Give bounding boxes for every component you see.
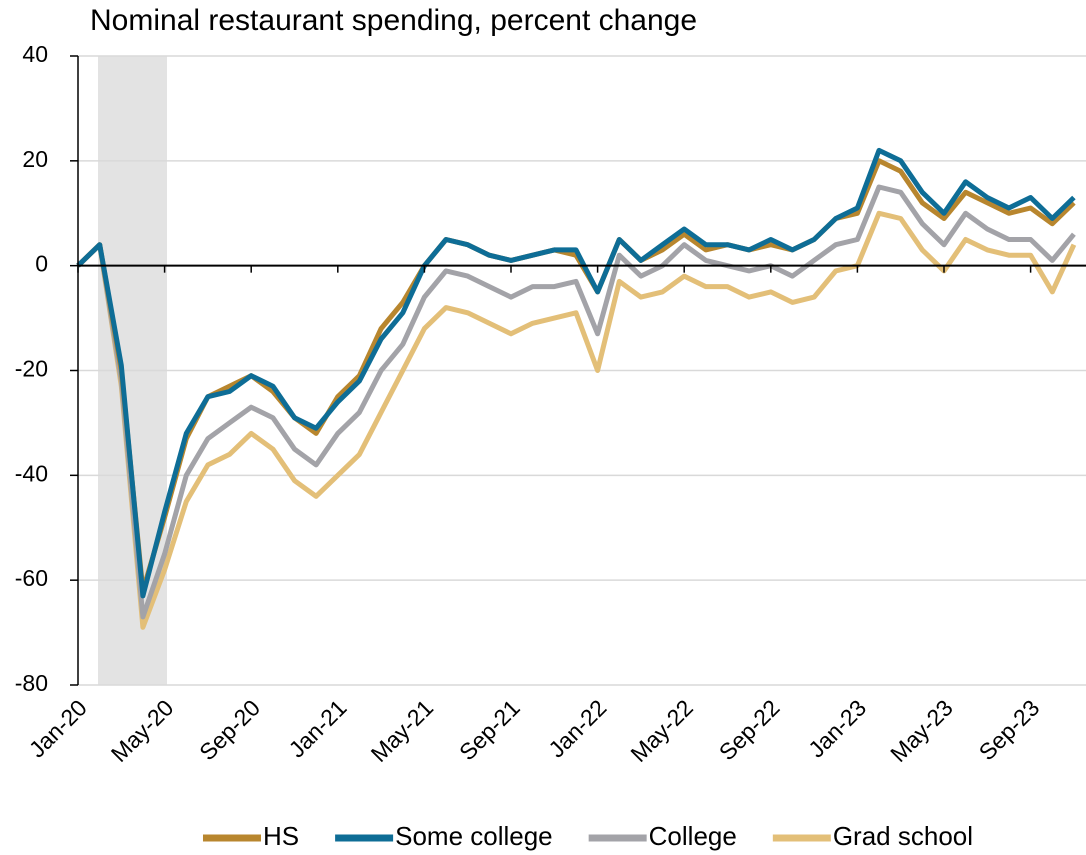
x-tick-label: Sep-20 (194, 694, 265, 765)
legend-label: Grad school (833, 821, 973, 851)
series-line (76, 210, 1077, 630)
legend-label: HS (263, 821, 299, 851)
legend-item: College (588, 821, 737, 851)
x-tick-label: Jan-20 (24, 694, 92, 762)
legend-item: Grad school (772, 821, 973, 851)
x-tick-label: May-20 (106, 694, 179, 767)
y-tick-label: -40 (15, 460, 48, 486)
x-tick-label: Sep-21 (454, 694, 525, 765)
y-tick-label: -60 (15, 565, 48, 591)
x-tick-label: May-23 (885, 694, 958, 767)
legend-item: HS (202, 821, 299, 851)
series-line (76, 184, 1076, 620)
x-tick-label: Jan-21 (284, 694, 352, 762)
chart-title: Nominal restaurant spending, percent cha… (90, 4, 697, 37)
x-tick-label: May-22 (625, 694, 698, 767)
legend-label: College (649, 821, 737, 851)
x-tick-label: Sep-23 (974, 694, 1045, 765)
lines (76, 147, 1077, 630)
x-tick-label: Jan-22 (543, 694, 611, 762)
grid (78, 55, 1086, 686)
y-tick-label: -80 (15, 670, 48, 696)
legend-label: Some college (395, 821, 553, 851)
axes: -80 -60 -40 -20 0 20 40 Jan-20 May-20 Sep-20 Jan-2… (15, 41, 1086, 767)
legend-item: Some college (335, 821, 553, 851)
y-tick-label: 40 (22, 41, 48, 67)
x-tick-label: Sep-22 (714, 694, 785, 765)
y-tick-label: 0 (35, 251, 48, 277)
legend: HS Some college College Grad school (202, 821, 973, 851)
y-tick-label: 20 (22, 146, 48, 172)
y-tick-label: -20 (15, 356, 48, 382)
x-tick-label: May-21 (366, 694, 439, 767)
x-tick-label: Jan-23 (803, 694, 871, 762)
series-line (76, 147, 1076, 599)
